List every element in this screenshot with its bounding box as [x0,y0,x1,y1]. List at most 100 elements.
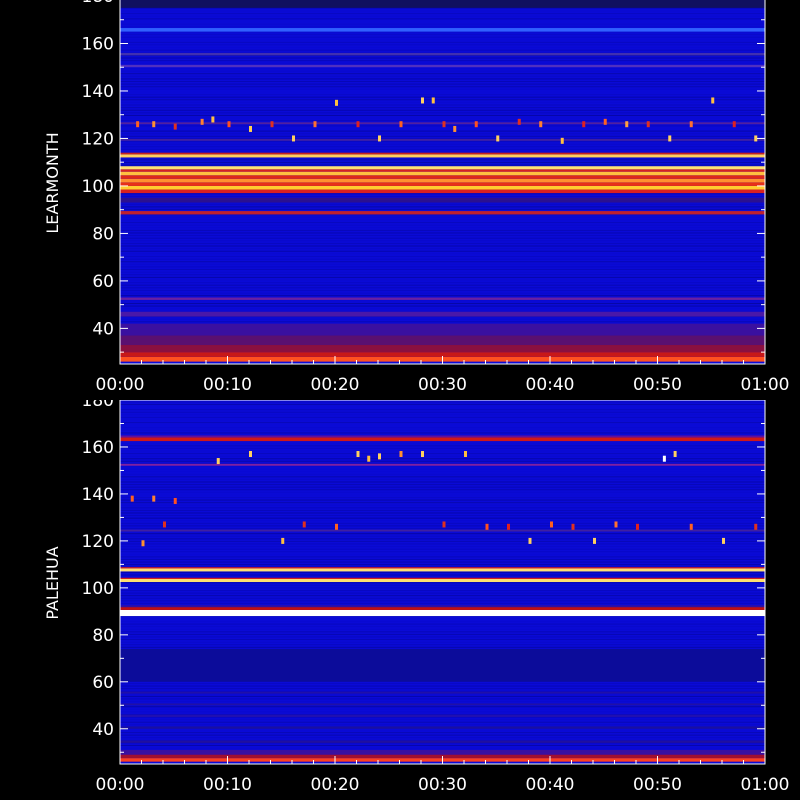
burst-dot [603,118,607,125]
y-tick-label: 180 [82,400,114,411]
noise-stripe [120,60,765,62]
noise-stripe [120,222,765,224]
noise-stripe [120,26,765,28]
noise-stripe [120,70,765,72]
burst-dot [560,137,564,144]
noise-stripe [120,644,765,646]
noise-stripe [120,135,765,137]
noise-stripe [120,279,765,281]
noise-stripe [120,481,765,483]
noise-stripe [120,496,765,498]
noise-stripe [120,78,765,80]
emission-band [120,185,765,190]
emission-band [120,463,765,466]
emission-band [120,211,765,215]
noise-stripe [120,104,765,106]
noise-stripe [120,466,765,467]
burst-dot [689,121,693,128]
noise-stripe [120,584,765,586]
noise-stripe [120,159,765,161]
y-tick-label: 40 [92,319,114,339]
noise-stripe [120,36,765,38]
burst-dot [399,451,403,458]
noise-stripe [120,554,765,555]
noise-stripe [120,445,765,447]
noise-stripe [120,460,765,462]
noise-stripe [120,63,765,64]
emission-band [120,648,765,682]
x-tick-label: 00:00 [96,775,145,795]
noise-stripe [120,219,765,220]
noise-stripe [120,698,765,700]
noise-stripe [120,618,765,619]
noise-stripe [120,269,765,271]
noise-stripe [120,18,765,20]
burst-dot [227,121,231,128]
emission-band [120,607,765,610]
emission-band [120,740,765,743]
plot-area [119,400,766,765]
noise-stripe [120,507,765,509]
noise-stripe [120,245,765,247]
noise-stripe [120,224,765,226]
burst-dot [216,458,220,465]
noise-stripe [120,401,765,403]
noise-stripe [120,86,765,88]
burst-dot [136,121,140,128]
x-tick-label: 00:50 [633,775,682,795]
noise-stripe [120,114,765,116]
noise-stripe [120,432,765,434]
noise-stripe [120,478,765,480]
noise-stripe [120,742,765,744]
noise-stripe [120,289,765,291]
noise-stripe [120,68,765,69]
emission-band [120,568,765,572]
noise-stripe [120,414,765,416]
noise-stripe [120,711,765,713]
noise-stripe [120,546,765,548]
noise-stripe [120,577,765,579]
y-tick-label: 120 [82,532,114,552]
noise-stripe [120,99,765,101]
noise-stripe [120,96,765,98]
emission-band [120,311,765,317]
noise-stripe [120,564,765,566]
noise-stripe [120,195,765,197]
noise-stripe [120,109,765,111]
emission-band [120,28,765,32]
noise-stripe [120,709,765,710]
noise-stripe [120,318,765,320]
noise-stripe [120,292,765,294]
emission-band [120,577,765,579]
emission-band [120,52,765,56]
noise-stripe [120,146,765,148]
noise-stripe [120,33,765,35]
noise-stripe [120,44,765,46]
burst-dot [141,540,145,547]
burst-dot [485,523,489,530]
noise-stripe [120,88,765,90]
noise-stripe [120,623,765,625]
noise-stripe [120,517,765,519]
noise-stripe [120,271,765,273]
noise-stripe [120,646,765,648]
emission-band [120,178,765,183]
noise-stripe [120,641,765,643]
noise-stripe [120,250,765,252]
noise-stripe [120,232,765,234]
y-tick-label: 60 [92,673,114,693]
burst-dot [722,537,725,544]
y-tick-label: 180 [82,0,114,7]
burst-dot [421,451,424,458]
noise-stripe [120,316,765,318]
noise-stripe [120,574,765,576]
burst-dot [335,523,338,530]
x-tick-label: 00:50 [633,375,682,395]
burst-dot [442,521,446,528]
noise-stripe [120,489,765,491]
burst-dot [528,537,532,544]
noise-stripe [120,253,765,254]
burst-dot [152,495,156,502]
